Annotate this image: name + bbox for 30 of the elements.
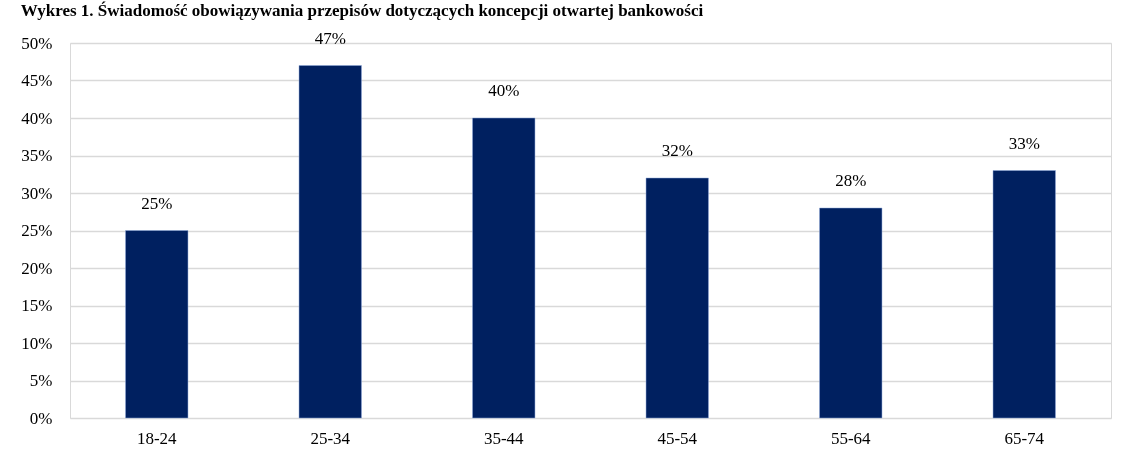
bar: [645, 177, 709, 419]
bar: [298, 65, 362, 419]
bar: [125, 230, 189, 419]
data-label: 28%: [835, 171, 867, 190]
x-tick-label: 35-44: [483, 428, 525, 448]
x-tick-label: 18-24: [136, 428, 178, 448]
y-tick-label: 45%: [21, 71, 53, 90]
y-tick-label: 35%: [21, 146, 53, 165]
bar: [819, 207, 883, 419]
bar: [472, 117, 536, 419]
x-tick-label: 65-74: [1004, 428, 1045, 448]
chart-title: Wykres 1. Świadomość obowiązywania przepisów dotyczących koncepcji otwartej bankowości: [20, 0, 704, 20]
x-tick-label: 25-34: [310, 428, 351, 448]
y-tick-label: 5%: [29, 371, 53, 390]
y-tick-label: 50%: [21, 33, 53, 53]
y-tick-label: 15%: [21, 296, 53, 315]
bar: [992, 170, 1056, 419]
data-label: 40%: [488, 81, 520, 100]
x-tick-label: 45-54: [657, 428, 698, 448]
data-label: 25%: [141, 193, 173, 213]
data-label: 32%: [661, 141, 693, 160]
x-tick-label: 55-64: [830, 428, 872, 448]
data-label: 47%: [314, 28, 346, 48]
y-tick-label: 10%: [21, 333, 53, 353]
y-tick-label: 40%: [21, 108, 53, 128]
data-label: 33%: [1008, 133, 1040, 153]
y-tick-label: 20%: [21, 258, 53, 278]
y-tick-label: 0%: [29, 408, 53, 428]
y-tick-label: 30%: [21, 183, 53, 203]
y-tick-label: 25%: [21, 221, 53, 240]
